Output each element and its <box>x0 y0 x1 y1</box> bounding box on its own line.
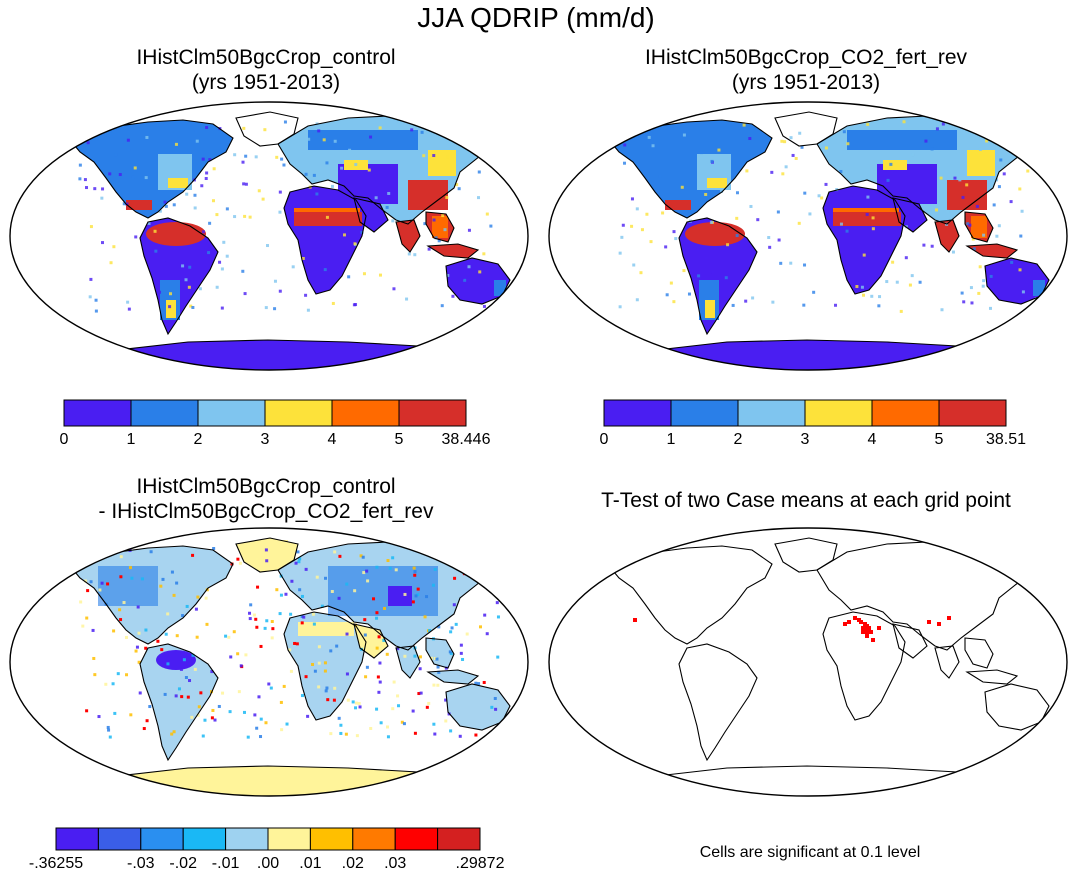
colorbar-label: 2 <box>194 431 203 448</box>
colorbar-box <box>670 399 739 427</box>
colorbar-label: 38.446 <box>442 431 491 448</box>
colorbar-label: 1 <box>127 431 136 448</box>
significance-note: Cells are significant at 0.1 level <box>699 844 921 861</box>
colorbar-box <box>225 827 269 851</box>
colorbar-label: 2 <box>734 431 743 448</box>
colorbar-box <box>804 399 873 427</box>
colorbar-box <box>331 399 400 427</box>
map-difference <box>9 527 529 797</box>
colorbar-co2-fert-rev: 0 1 2 3 4 5 38.51 <box>600 399 1026 448</box>
colorbar-label: .29872 <box>456 855 505 872</box>
colorbar-label: 3 <box>801 431 810 448</box>
colorbar-label: 5 <box>395 431 404 448</box>
panel-title-line1: IHistClm50BgcCrop_CO2_fert_rev <box>644 46 968 69</box>
colorbar-box <box>267 827 311 851</box>
colorbar-label: 0 <box>60 431 69 448</box>
colorbar-box <box>97 827 142 851</box>
colorbar-box <box>398 399 467 427</box>
colorbar-box <box>871 399 940 427</box>
colorbar-label: 4 <box>328 431 337 448</box>
colorbar-control: 0 1 2 3 4 5 38.446 <box>60 399 491 448</box>
colorbar-box <box>737 399 806 427</box>
main-title: JJA QDRIP (mm/d) <box>417 2 655 33</box>
colorbar-label: 1 <box>667 431 676 448</box>
colorbar-box <box>182 827 227 851</box>
colorbar-label: .01 <box>299 855 321 872</box>
colorbar-label: -.02 <box>169 855 197 872</box>
colorbar-difference: -.36255 -.03 -.02 -.01 .00 .01 .02 .03 .29872 <box>29 827 505 872</box>
colorbar-box <box>437 827 481 851</box>
colorbar-label: 0 <box>600 431 609 448</box>
colorbar-box <box>394 827 439 851</box>
colorbar-label: -.01 <box>212 855 240 872</box>
map-ttest <box>548 527 1068 797</box>
colorbar-box <box>603 399 672 427</box>
map-co2-fert-rev <box>548 101 1068 371</box>
panel-title-line1: T-Test of two Case means at each grid po… <box>601 489 1011 512</box>
colorbar-label: 3 <box>261 431 270 448</box>
colorbar-label: .03 <box>384 855 406 872</box>
panel-title-line2: - IHistClm50BgcCrop_CO2_fert_rev <box>98 500 434 523</box>
colorbar-box <box>197 399 266 427</box>
colorbar-box <box>264 399 333 427</box>
map-control <box>9 101 529 371</box>
colorbar-box <box>352 827 396 851</box>
colorbar-label: -.03 <box>127 855 155 872</box>
colorbar-box <box>309 827 354 851</box>
colorbar-box <box>140 827 184 851</box>
colorbar-label: 38.51 <box>986 431 1026 448</box>
colorbar-label: 4 <box>868 431 877 448</box>
panel-title-control: IHistClm50BgcCrop_control (yrs 1951-2013… <box>6 45 526 95</box>
colorbar-box <box>130 399 199 427</box>
colorbar-box <box>63 399 132 427</box>
panel-title-line1: IHistClm50BgcCrop_control <box>136 475 396 498</box>
colorbar-label: .02 <box>342 855 364 872</box>
colorbar-box <box>55 827 99 851</box>
panel-title-line2: (yrs 1951-2013) <box>731 71 881 94</box>
panel-title-ttest: T-Test of two Case means at each grid po… <box>546 488 1066 513</box>
panel-title-co2: IHistClm50BgcCrop_CO2_fert_rev (yrs 1951… <box>546 45 1066 95</box>
panel-title-line2: (yrs 1951-2013) <box>191 71 341 94</box>
colorbar-box <box>938 399 1007 427</box>
colorbar-label: -.36255 <box>29 855 83 872</box>
panel-title-line1: IHistClm50BgcCrop_control <box>136 46 396 69</box>
panel-title-difference: IHistClm50BgcCrop_control - IHistClm50Bg… <box>6 474 526 524</box>
colorbar-label: 5 <box>935 431 944 448</box>
colorbar-label: .00 <box>257 855 279 872</box>
